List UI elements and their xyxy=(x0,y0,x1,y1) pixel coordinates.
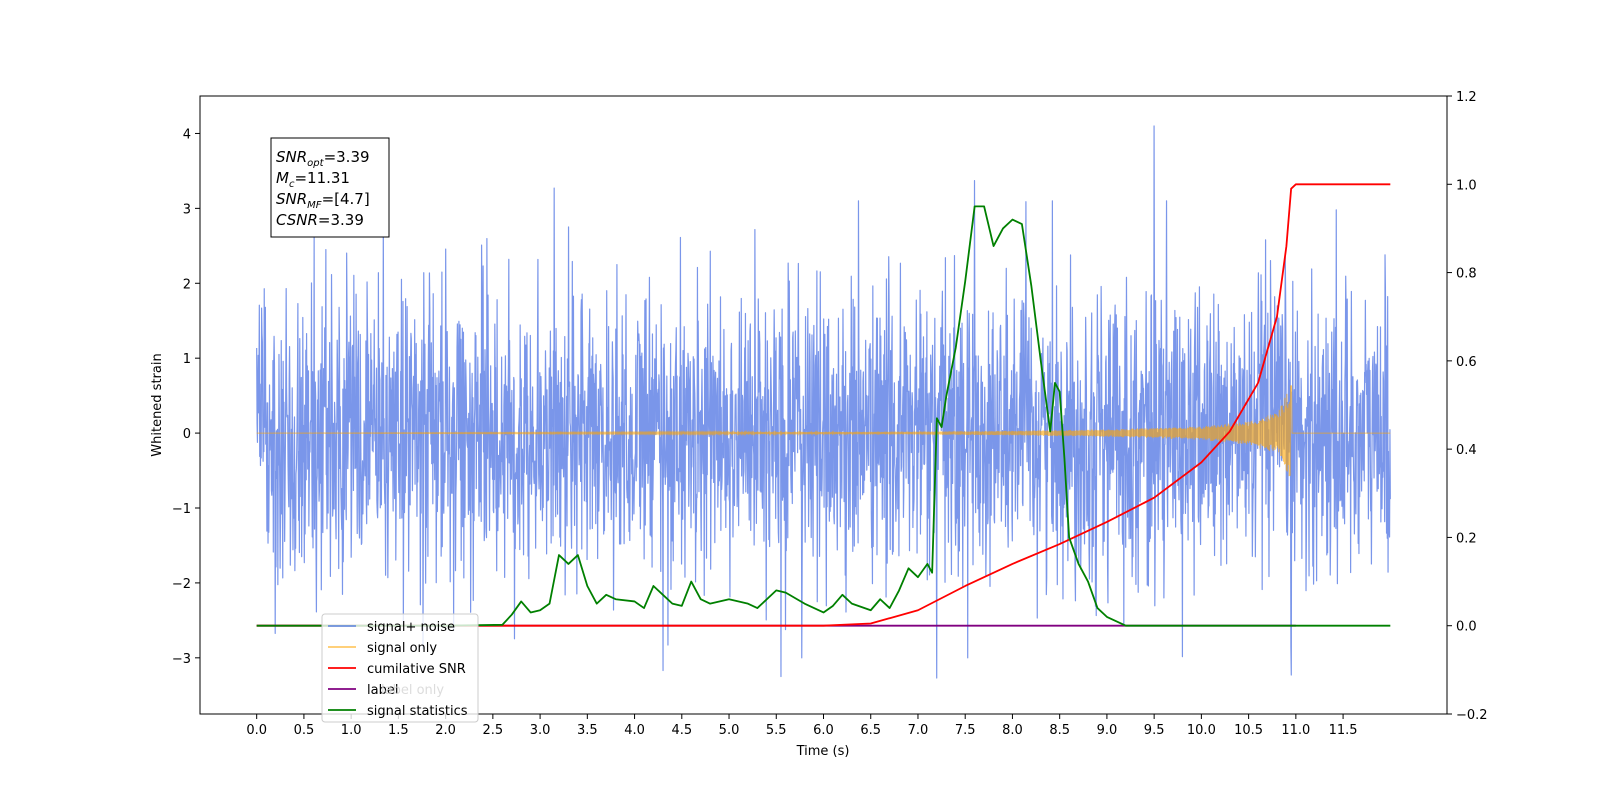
legend-label: label xyxy=(367,683,398,698)
y2-tick-label: 0.8 xyxy=(1456,267,1477,282)
x-tick-label: 7.0 xyxy=(908,723,929,738)
x-tick-label: 8.5 xyxy=(1049,723,1070,738)
x-axis-label: Time (s) xyxy=(796,744,850,759)
x-tick-label: 8.0 xyxy=(1002,723,1023,738)
y-tick-label: 4 xyxy=(183,127,191,142)
x-tick-label: 11.5 xyxy=(1329,723,1358,738)
x-tick-label: 9.0 xyxy=(1097,723,1118,738)
x-tick-label: 5.5 xyxy=(766,723,787,738)
y-tick-label: −3 xyxy=(172,652,191,667)
y-tick-label: −1 xyxy=(172,502,191,517)
y2-tick-label: 0.2 xyxy=(1456,531,1477,546)
x-tick-label: 2.5 xyxy=(483,723,504,738)
x-tick-label: 5.0 xyxy=(719,723,740,738)
x-tick-label: 11.0 xyxy=(1281,723,1310,738)
legend-entry-label-only: label only xyxy=(381,683,444,698)
x-tick-label: 9.5 xyxy=(1144,723,1165,738)
annotation-line: CSNR=3.39 xyxy=(276,211,364,229)
legend: signal+ noise signal only cumilative SNR la… xyxy=(321,613,479,723)
x-tick-label: 2.0 xyxy=(435,723,456,738)
x-tick-label: 3.0 xyxy=(530,723,551,738)
legend-entry-signal-noise: signal+ noise xyxy=(328,620,455,635)
x-tick-label: 3.5 xyxy=(577,723,598,738)
y2-tick-label: 1.0 xyxy=(1456,178,1477,193)
annotation-line: Mc=11.31 xyxy=(276,169,350,190)
x-tick-label: 1.0 xyxy=(341,723,362,738)
legend-label: signal statistics xyxy=(367,704,468,719)
y-axis-left: −3 −2 −1 0 1 2 3 4 xyxy=(172,127,200,667)
legend-entry-cumilative-snr: cumilative SNR xyxy=(328,662,466,677)
legend-entry-signal-only: signal only xyxy=(328,641,437,656)
y-tick-label: 3 xyxy=(183,202,191,217)
y-axis-right: −0.2 0.0 0.2 0.4 0.6 0.8 1.0 1.2 xyxy=(1447,90,1488,723)
x-tick-label: 4.0 xyxy=(624,723,645,738)
annotation-line: SNRopt=3.39 xyxy=(276,148,370,169)
x-tick-label: 4.5 xyxy=(671,723,692,738)
y-tick-label: −2 xyxy=(172,577,191,592)
y-tick-label: 0 xyxy=(183,427,191,442)
x-tick-label: 6.0 xyxy=(813,723,834,738)
legend-label: signal only xyxy=(367,641,437,656)
x-tick-label: 7.5 xyxy=(955,723,976,738)
legend-label: cumilative SNR xyxy=(367,662,466,677)
series-signal-only xyxy=(256,385,1391,477)
x-tick-label: 10.0 xyxy=(1187,723,1216,738)
series-signal-noise xyxy=(256,125,1391,679)
x-tick-label: 10.5 xyxy=(1234,723,1263,738)
legend-entry-signal-statistics: signal statistics xyxy=(328,704,468,719)
y2-tick-label: −0.2 xyxy=(1456,708,1488,723)
series-cumilative-snr xyxy=(256,183,1391,627)
legend-frame xyxy=(321,613,479,723)
y-axis-label: Whitened strain xyxy=(150,353,165,456)
x-tick-label: 0.0 xyxy=(246,723,267,738)
y-tick-label: 1 xyxy=(183,352,191,367)
y2-tick-label: 0.4 xyxy=(1456,443,1477,458)
y-tick-label: 2 xyxy=(183,277,191,292)
x-tick-label: 1.5 xyxy=(388,723,409,738)
y2-tick-label: 0.0 xyxy=(1456,620,1477,635)
series-signal-statistics xyxy=(256,205,1391,627)
legend-label: signal+ noise xyxy=(367,620,455,635)
annotation-line: SNRMF=[4.7] xyxy=(276,190,370,211)
y2-tick-label: 1.2 xyxy=(1456,90,1477,105)
annotation-frame xyxy=(270,137,390,238)
y2-tick-label: 0.6 xyxy=(1456,355,1477,370)
x-tick-label: 6.5 xyxy=(860,723,881,738)
legend-entry-label: label xyxy=(328,683,398,698)
x-tick-label: 0.5 xyxy=(294,723,315,738)
x-axis: 0.0 0.5 1.0 1.5 2.0 2.5 3.0 3.5 4.0 4.5 5.0 5.5 6.0 6… xyxy=(246,714,1358,738)
